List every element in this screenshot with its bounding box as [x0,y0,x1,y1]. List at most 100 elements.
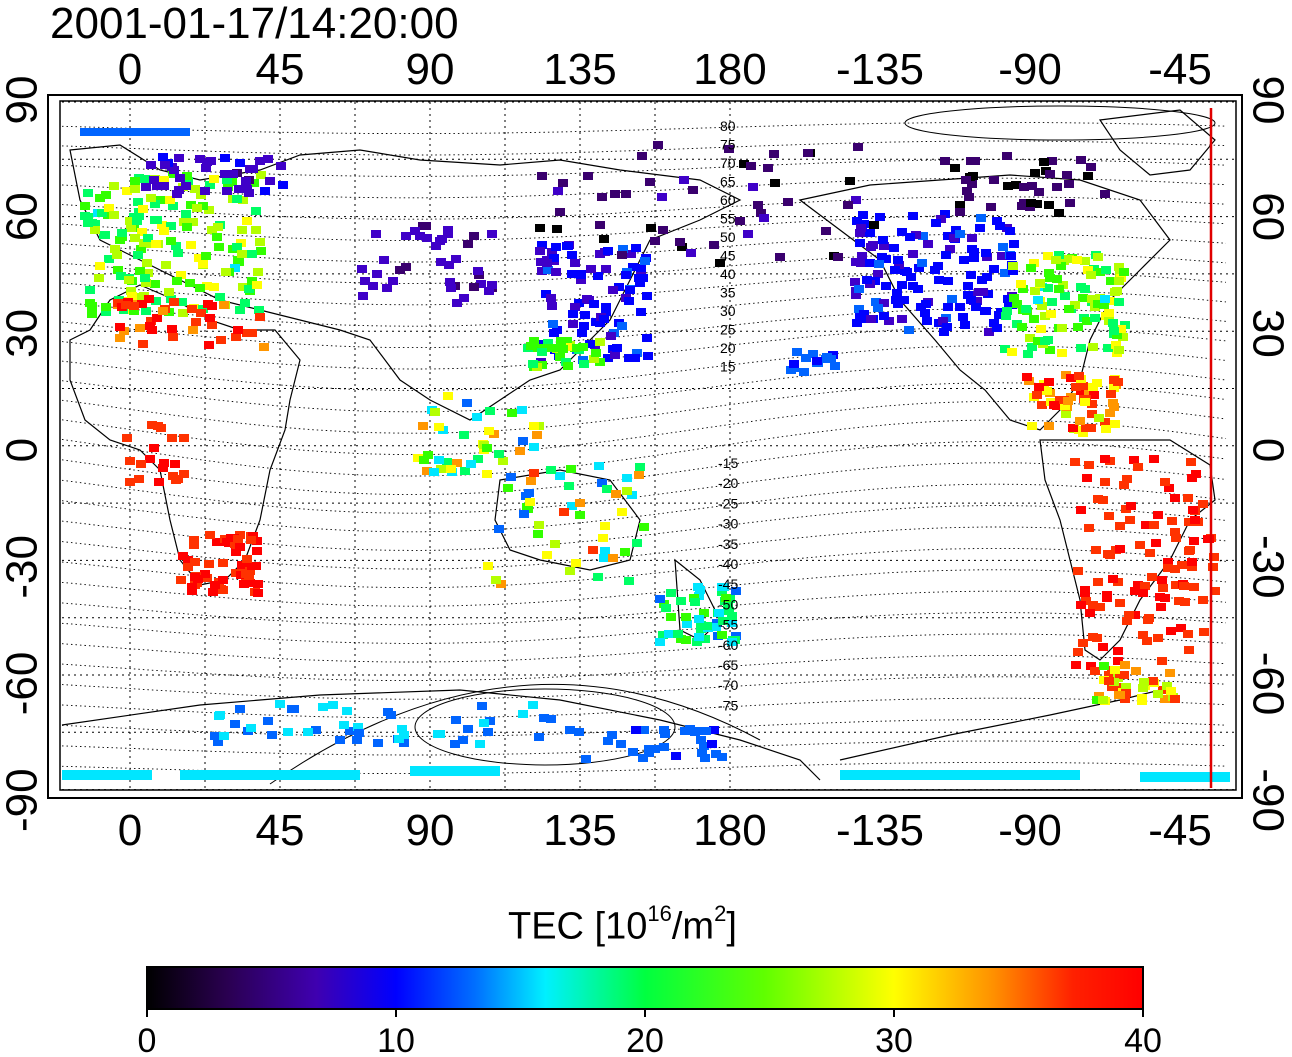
tec-cell [235,159,245,167]
tec-cell [1080,257,1090,265]
tec-cell [419,456,429,464]
magnetic-contour [61,121,1227,135]
tec-cell [183,563,193,571]
tec-cell [535,224,545,232]
tec-cell [1026,264,1036,272]
tec-cell [95,262,105,270]
tec-cell [1100,455,1110,463]
tec-cell [135,267,145,275]
tec-cell [130,177,140,185]
colorbar-tick-label: 20 [626,1022,664,1057]
tec-cell [920,309,930,317]
tec-cell [1186,458,1196,466]
lat-tick-label: -90 [0,768,47,832]
tec-cell [1103,344,1113,352]
map-title: 2001-01-17/14:20:00 [50,0,459,48]
tec-cell [246,724,256,732]
tec-cell [267,731,277,739]
tec-cell [1083,266,1093,274]
tec-cell [1060,402,1070,410]
lat-tick-label: -60 [1244,652,1292,716]
magnetic-contour [61,676,1227,700]
magnetic-contour [61,214,1227,242]
lat-tick-label: 0 [0,438,47,462]
tec-cell [328,701,338,709]
tec-cell [1093,300,1103,308]
tec-cell [746,162,756,170]
lon-tick-label: 45 [256,45,305,94]
tec-cell [477,702,487,710]
tec-cell [135,324,145,332]
tec-cell [181,182,191,190]
contour-label: -25 [718,495,738,511]
tec-cell [187,583,197,591]
tec-cell [358,292,368,300]
tec-cell [339,721,349,729]
tec-cell [1086,271,1096,279]
tec-cell [287,705,297,713]
tec-cell [1035,279,1045,287]
tec-cell [124,276,134,284]
tec-cell [801,354,811,362]
tec-cell [690,598,700,606]
tec-cell [625,286,635,294]
tec-cell [686,249,696,257]
tec-cell [724,145,734,153]
tec-cell [695,586,705,594]
tec-cell [808,350,818,358]
tec-cell [342,707,352,715]
tec-cell [536,258,546,266]
tec-cell [567,270,577,278]
tec-cell [574,728,584,736]
tec-cell [1179,582,1189,590]
colorbar-title-exponent: 16 [647,901,672,926]
tec-cell [893,300,903,308]
tec-cell [371,230,381,238]
tec-cell [1088,601,1098,609]
tec-cell [852,217,862,225]
tec-cell [575,511,585,519]
tec-cell [539,714,549,722]
tec-cell [222,176,232,184]
tec-cell [189,536,199,544]
tec-cell [149,176,159,184]
tec-cell [675,238,685,246]
tec-cell [1072,256,1082,264]
tec-cell [1027,422,1037,430]
tec-cell [451,716,461,724]
tec-cell [943,277,953,285]
tec-cell [104,255,114,263]
contour-label: -50 [718,596,738,612]
tec-cell [718,617,728,625]
tec-cell [233,535,243,543]
tec-cell [855,239,865,247]
tec-cell [1052,183,1062,191]
tec-cell [472,413,482,421]
tec-cell [812,357,822,365]
tec-cell [1138,589,1148,597]
tec-cell [507,409,517,417]
tec-cell [1113,657,1123,665]
tec-cell [1170,494,1180,502]
tec-cell [473,267,483,275]
tec-cell [601,308,611,316]
tec-cell [657,193,667,201]
tec-cell [450,740,460,748]
tec-cell [856,224,866,232]
tec-cell [103,211,113,219]
tec-cell [97,209,107,217]
tec-cell [624,577,634,585]
tec-cell [383,708,393,716]
tec-cell [431,242,441,250]
tec-cell [1070,301,1080,309]
tec-cell [969,254,979,262]
tec-cell [1054,285,1064,293]
tec-cell [1177,561,1187,569]
tec-cell [624,297,634,305]
tec-cell [769,150,779,158]
tec-cell [1203,535,1213,543]
tec-cell [865,259,875,267]
tec-cell [697,749,707,757]
tec-cell [151,240,161,248]
tec-cell [581,755,591,763]
